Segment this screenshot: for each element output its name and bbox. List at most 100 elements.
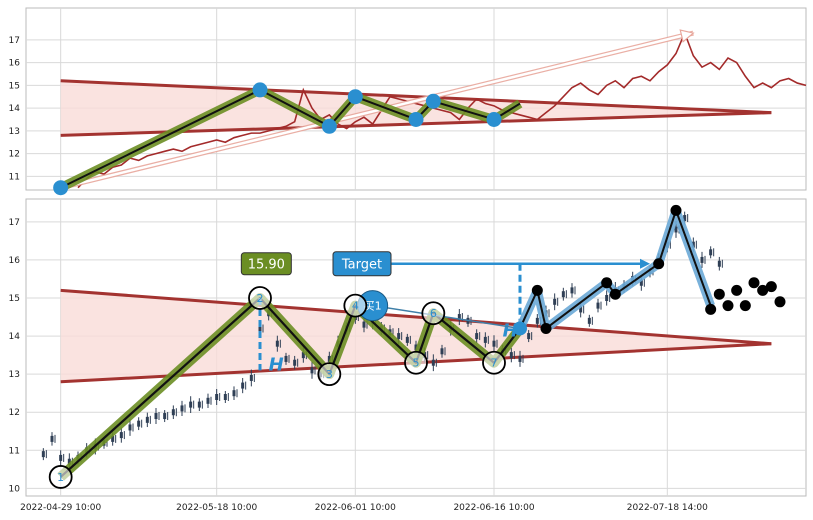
x-tick-label: 2022-06-01 10:00 — [315, 503, 396, 513]
candle-body — [509, 352, 513, 359]
y-tick-label: 16 — [9, 59, 21, 69]
pivot-point — [53, 180, 69, 196]
candle-body — [197, 401, 201, 408]
y-tick-label: 16 — [9, 256, 21, 266]
pivot-label: 6 — [430, 307, 437, 320]
candle-body — [483, 336, 487, 343]
candle-body — [440, 348, 444, 355]
candle-body — [518, 355, 522, 362]
candle-body — [683, 215, 687, 222]
pivot-point — [425, 93, 441, 109]
y-tick-label: 11 — [9, 446, 20, 456]
y-tick-label: 12 — [9, 150, 20, 160]
projection-dot — [739, 300, 751, 312]
candle-body — [249, 374, 253, 381]
projection-dot — [601, 277, 613, 289]
y-tick-label: 10 — [9, 484, 21, 494]
candle-body — [700, 256, 704, 263]
pivot-label-circle — [248, 286, 272, 310]
x-tick-label: 2022-06-16 10:00 — [453, 503, 534, 513]
candle-body — [137, 420, 141, 427]
candle-body — [241, 382, 245, 389]
trend-arrow-head — [679, 29, 695, 43]
candle-body — [111, 435, 115, 442]
wedge-fill — [60, 80, 772, 136]
pivot-label: 7 — [491, 357, 498, 370]
candle-body — [553, 298, 557, 305]
candle-body — [397, 333, 401, 340]
pivot-label-circle — [421, 301, 446, 326]
candle-body — [527, 333, 531, 340]
candle-body — [457, 314, 461, 321]
candle-body — [691, 241, 695, 248]
candle-body — [717, 260, 721, 267]
level-label-box — [240, 252, 292, 276]
buy-end-point — [513, 321, 527, 336]
h-marker-label: H — [269, 355, 284, 376]
pivot-label: 3 — [326, 368, 333, 381]
candle-body — [674, 226, 678, 233]
candle-body — [50, 435, 54, 442]
y-tick-label: 12 — [9, 408, 20, 418]
pivot-point — [321, 118, 337, 134]
candle-body — [414, 344, 418, 351]
pivot-point — [252, 82, 268, 98]
pivot-label: 4 — [352, 300, 359, 313]
candle-body — [709, 249, 713, 256]
candle-body — [475, 333, 479, 340]
candle-body — [293, 359, 297, 366]
projection-dot — [748, 277, 760, 289]
candle-body — [275, 340, 279, 347]
target-label: Target — [341, 258, 382, 273]
candle-body — [405, 336, 409, 343]
candle-body — [327, 355, 331, 362]
pivot-point — [408, 111, 424, 127]
candle-body — [431, 359, 435, 366]
target-arrow-head — [640, 258, 650, 269]
x-tick-label: 2022-04-29 10:00 — [20, 503, 101, 513]
zigzag-inner — [59, 296, 521, 478]
pivot-label: 1 — [57, 471, 64, 484]
candle-body — [119, 432, 123, 439]
y-tick-label: 13 — [9, 370, 20, 380]
candle-body — [579, 306, 583, 313]
candle-body — [180, 405, 184, 412]
projection-dot — [531, 284, 543, 296]
y-tick-label: 13 — [9, 127, 20, 137]
candle-body — [128, 424, 132, 431]
candle-body — [232, 390, 236, 397]
projection-dot — [609, 288, 621, 300]
pivot-label-circle — [482, 350, 506, 375]
pivot-label-circle — [343, 293, 368, 318]
candle-body — [145, 416, 149, 423]
candle-body — [570, 287, 574, 294]
pivot-point — [347, 89, 363, 105]
pivot-label: 5 — [413, 357, 420, 370]
candle-body — [189, 401, 193, 408]
candle-body — [171, 409, 175, 416]
wedge-upper-line — [60, 79, 772, 115]
candle-body — [561, 291, 565, 298]
y-tick-label: 14 — [9, 104, 21, 114]
candle-body — [67, 458, 71, 465]
candle-body — [587, 317, 591, 324]
projection-dot — [670, 204, 682, 216]
candle-body — [639, 279, 643, 286]
candle-body — [163, 413, 167, 420]
level-label-text: 15.90 — [248, 258, 285, 273]
candle-body — [605, 295, 609, 301]
projection-dot — [757, 284, 769, 296]
candle-body — [535, 317, 539, 324]
candle-body — [41, 451, 45, 458]
projection-dot — [722, 300, 734, 312]
pivot-label-circle — [48, 465, 73, 489]
pivot-label: 2 — [257, 292, 264, 305]
pivot-label-circle — [317, 362, 342, 387]
candle-body — [154, 413, 158, 420]
projection-dot — [765, 281, 777, 293]
candle-body — [59, 454, 63, 461]
projection-dot — [774, 296, 786, 308]
y-tick-label: 17 — [9, 36, 20, 46]
